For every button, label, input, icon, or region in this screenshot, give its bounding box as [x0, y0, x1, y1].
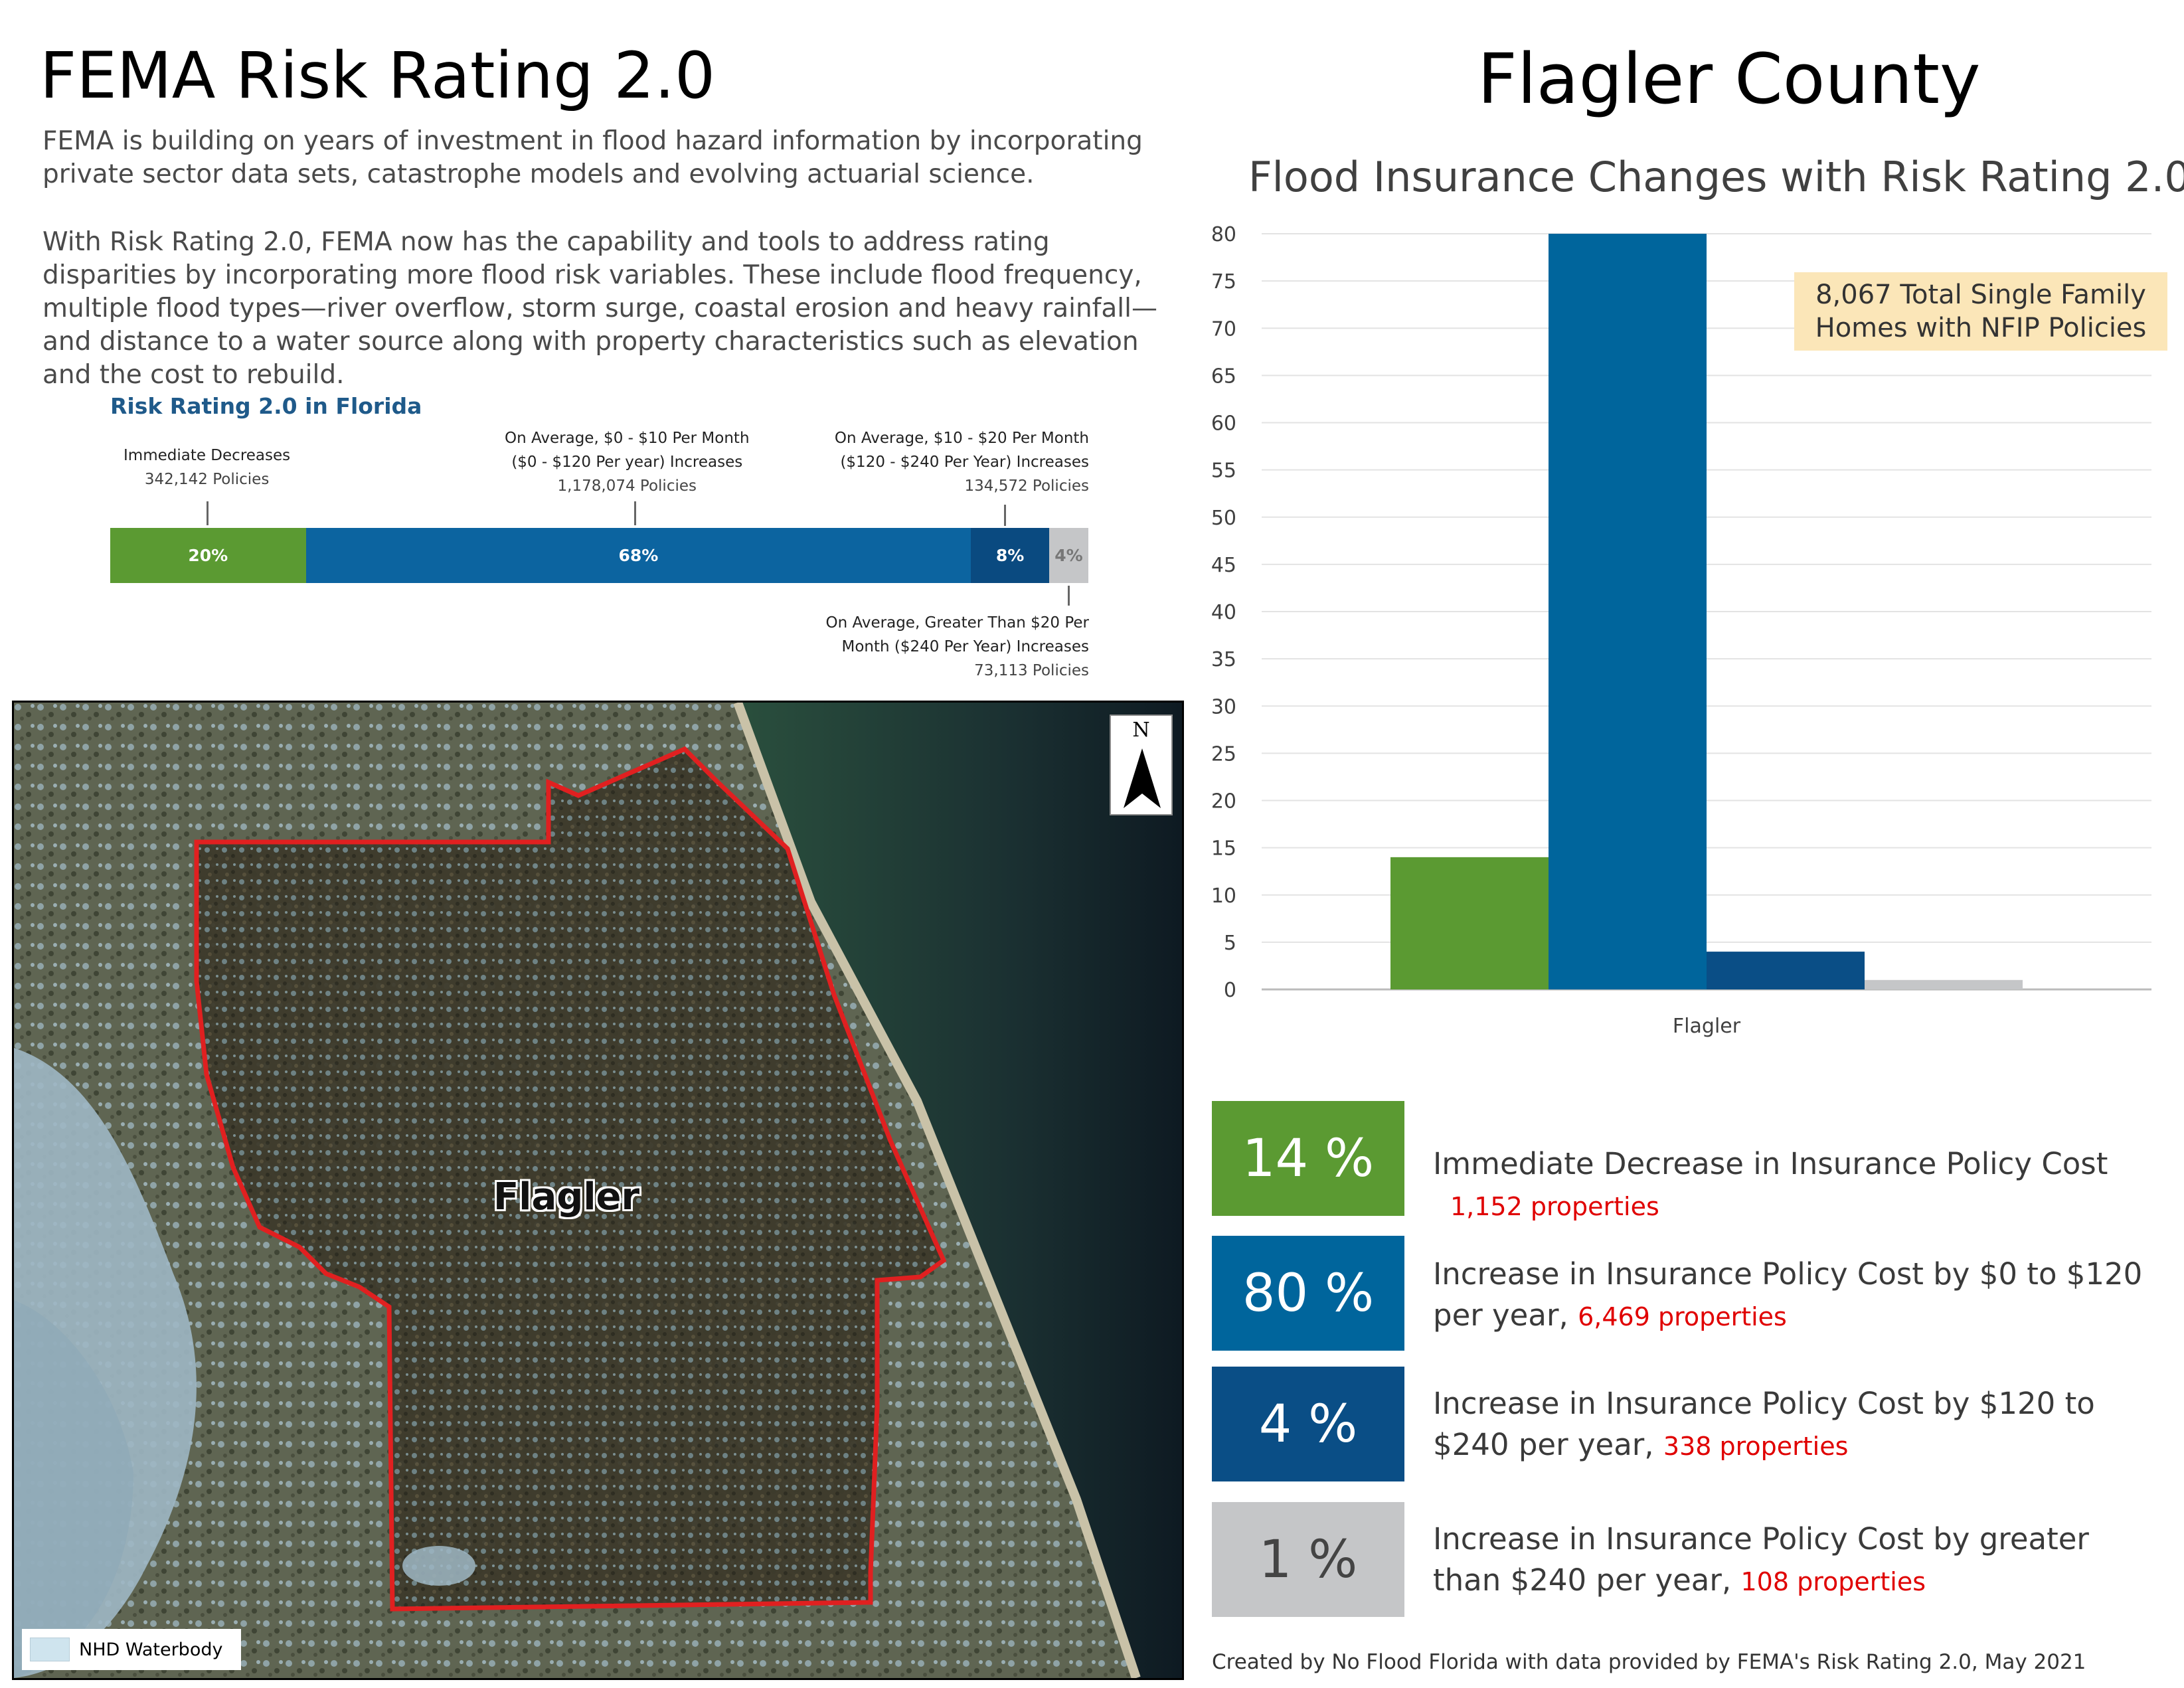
florida-label-line: On Average, Greater Than $20 Per: [825, 614, 1090, 632]
florida-label-mid-increase: On Average, $10 - $20 Per Month ($120 - …: [823, 426, 1089, 498]
y-tick-label: 15: [1211, 837, 1236, 861]
y-tick-label: 55: [1211, 460, 1236, 483]
stat-text: Increase in Insurance Policy Cost by $0 …: [1433, 1256, 2143, 1333]
florida-label-tick: [1004, 505, 1006, 526]
stat-text: Increase in Insurance Policy Cost by $12…: [1433, 1386, 2095, 1462]
florida-label-line: ($120 - $240 Per Year) Increases: [840, 454, 1089, 471]
florida-bar-segment: 20%: [110, 528, 306, 583]
county-map-label: Flagler: [493, 1175, 640, 1219]
intro-paragraph: FEMA is building on years of investment …: [42, 126, 1143, 189]
y-tick-label: 45: [1211, 554, 1236, 577]
y-tick-label: 10: [1211, 885, 1236, 908]
y-tick-label: 75: [1211, 270, 1236, 294]
florida-label-policies: 134,572 Policies: [964, 477, 1090, 495]
y-tick-label: 70: [1211, 317, 1236, 341]
florida-label-tick: [1068, 586, 1070, 606]
y-tick-label: 50: [1211, 507, 1236, 530]
florida-label-line: ($0 - $120 Per year) Increases: [511, 454, 743, 471]
y-tick-label: 35: [1211, 648, 1236, 671]
florida-label-decrease: Immediate Decreases 342,142 Policies: [124, 444, 290, 491]
waterbody-swatch-icon: [30, 1638, 70, 1661]
stat-percent-box: 4 %: [1212, 1367, 1404, 1481]
stat-description: Increase in Insurance Policy Cost by $0 …: [1433, 1254, 2163, 1337]
intro-paragraph: With Risk Rating 2.0, FEMA now has the c…: [42, 227, 1157, 390]
y-tick-label: 25: [1211, 742, 1236, 766]
florida-bar-segment: 68%: [305, 528, 971, 583]
y-tick-label: 5: [1224, 932, 1236, 955]
y-tick-label: 80: [1211, 223, 1236, 246]
stat-description: Increase in Insurance Policy Cost by $12…: [1433, 1383, 2163, 1467]
legend-label: NHD Waterbody: [79, 1639, 223, 1660]
chart-bar: [1390, 857, 1549, 989]
stat-percent-box: 14 %: [1212, 1101, 1404, 1216]
chart-annotation: 8,067 Total Single Family Homes with NFI…: [1794, 272, 2167, 351]
bar-chart: 0 5 10 15 20 25 30 35 40 45 50 55 60 65 70 75 80 Flagler: [1211, 223, 2151, 1038]
y-tick-label: 60: [1211, 412, 1236, 436]
chart-title: Flood Insurance Changes with Risk Rating…: [1248, 153, 2184, 201]
florida-label-line: Immediate Decreases: [124, 447, 291, 464]
north-arrow-label: N: [1132, 718, 1150, 742]
chart-bar: [1707, 952, 1865, 989]
stat-properties: 1,152 properties: [1450, 1192, 1659, 1221]
stat-percent-box: 1 %: [1212, 1502, 1404, 1617]
florida-stacked-bar: 20% 68% 8% 4%: [110, 528, 1088, 583]
y-tick-label: 20: [1211, 790, 1236, 813]
y-tick-label: 0: [1224, 979, 1236, 1002]
stat-properties: 6,469 properties: [1578, 1302, 1787, 1331]
credit-line: Created by No Flood Florida with data pr…: [1212, 1650, 2086, 1674]
florida-label-line: Month ($240 Per Year) Increases: [841, 638, 1089, 655]
florida-label-line: On Average, $10 - $20 Per Month: [834, 430, 1089, 447]
map-legend: NHD Waterbody: [22, 1629, 241, 1670]
north-arrow: N: [1110, 715, 1173, 815]
y-tick-label: 65: [1211, 365, 1236, 388]
page-title: FEMA Risk Rating 2.0: [40, 39, 716, 113]
florida-bar-segment: 4%: [1049, 528, 1088, 583]
florida-label-high-increase: On Average, Greater Than $20 Per Month (…: [790, 611, 1090, 683]
florida-label-policies: 342,142 Policies: [144, 471, 270, 488]
florida-label-line: On Average, $0 - $10 Per Month: [505, 430, 750, 447]
stat-description: Increase in Insurance Policy Cost by gre…: [1433, 1519, 2163, 1602]
florida-label-policies: 1,178,074 Policies: [557, 477, 697, 495]
stat-text: Immediate Decrease in Insurance Policy C…: [1433, 1146, 2108, 1181]
florida-label-tick: [634, 501, 636, 525]
north-arrow-icon: [1124, 748, 1161, 808]
stat-description: Immediate Decrease in Insurance Policy C…: [1433, 1143, 2163, 1227]
stat-text: Increase in Insurance Policy Cost by gre…: [1433, 1521, 2089, 1598]
county-title: Flagler County: [1477, 39, 1981, 120]
y-tick-label: 30: [1211, 695, 1236, 718]
chart-bar: [1865, 979, 2023, 989]
florida-breakdown-title: Risk Rating 2.0 in Florida: [110, 393, 422, 419]
florida-label-low-increase: On Average, $0 - $10 Per Month ($0 - $12…: [505, 426, 750, 498]
florida-bar-segment: 8%: [971, 528, 1050, 583]
y-tick-label: 40: [1211, 601, 1236, 624]
florida-label-tick: [207, 501, 209, 525]
chart-bar: [1549, 234, 1707, 989]
county-map[interactable]: Flagler N NHD Waterbody: [12, 701, 1184, 1680]
stat-properties: 108 properties: [1740, 1567, 1926, 1596]
x-category-label: Flagler: [1673, 1015, 1741, 1038]
stat-properties: 338 properties: [1663, 1432, 1849, 1461]
stat-percent-box: 80 %: [1212, 1236, 1404, 1351]
florida-label-policies: 73,113 Policies: [974, 662, 1089, 679]
